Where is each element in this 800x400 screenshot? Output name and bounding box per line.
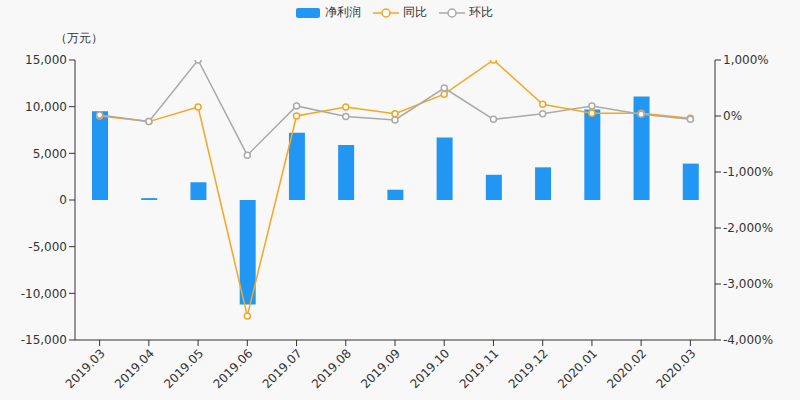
svg-text:2019.07: 2019.07 — [260, 346, 305, 391]
svg-text:2020.03: 2020.03 — [654, 346, 699, 391]
svg-text:1,000%: 1,000% — [723, 53, 769, 67]
html-text:环比: 环比 — [469, 5, 493, 19]
svg-text:2019.11: 2019.11 — [457, 346, 502, 391]
svg-text:2019.06: 2019.06 — [210, 346, 255, 391]
svg-text:15,000: 15,000 — [25, 53, 67, 67]
svg-text:-10,000: -10,000 — [21, 287, 67, 301]
html-text:净利润: 净利润 — [325, 5, 361, 19]
svg-text:2019.12: 2019.12 — [506, 346, 551, 391]
svg-text:2020.02: 2020.02 — [604, 346, 649, 391]
svg-text:2019.08: 2019.08 — [309, 346, 354, 391]
svg-text:-3,000%: -3,000% — [723, 277, 773, 291]
svg-text:0: 0 — [59, 193, 67, 207]
svg-text:-1,000%: -1,000% — [723, 165, 773, 179]
svg-text:-5,000: -5,000 — [28, 240, 67, 254]
svg-text:2020.01: 2020.01 — [555, 346, 600, 391]
svg-text:2019.03: 2019.03 — [63, 346, 108, 391]
svg-text:5,000: 5,000 — [33, 147, 67, 161]
html-text:同比: 同比 — [403, 5, 427, 19]
svg-text:-2,000%: -2,000% — [723, 221, 773, 235]
html-text:（万元）: （万元） — [55, 31, 103, 45]
svg-text:-15,000: -15,000 — [21, 333, 67, 347]
svg-text:-4,000%: -4,000% — [723, 333, 773, 347]
svg-text:2019.10: 2019.10 — [407, 346, 452, 391]
svg-text:2019.04: 2019.04 — [112, 346, 157, 391]
svg-text:2019.05: 2019.05 — [161, 346, 206, 391]
svg-text:2019.09: 2019.09 — [358, 346, 403, 391]
svg-text:0%: 0% — [723, 109, 742, 123]
svg-text:10,000: 10,000 — [25, 100, 67, 114]
